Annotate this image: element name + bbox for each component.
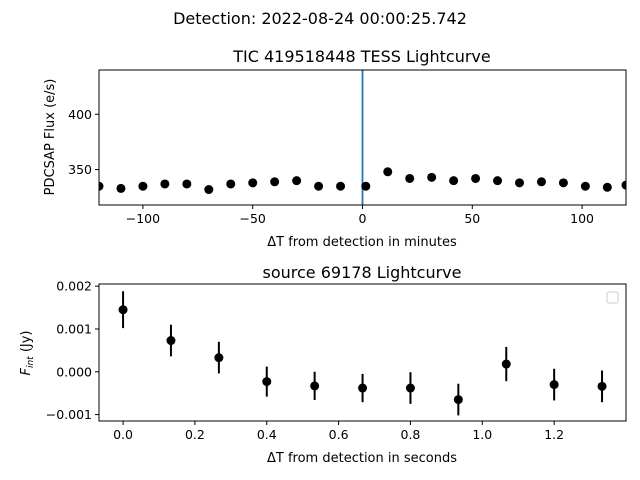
- source-y-tick-label: 0.000: [56, 364, 92, 379]
- tess-plot-title: TIC 419518448 TESS Lightcurve: [232, 47, 491, 66]
- tess-data-point: [116, 183, 126, 193]
- source-x-tick-label: 1.0: [472, 427, 492, 442]
- source-data-point: [118, 305, 128, 315]
- tess-data-point: [160, 179, 170, 189]
- source-data-point: [358, 383, 368, 393]
- source-data-point: [214, 353, 224, 363]
- source-y-label-sub: int: [26, 356, 36, 368]
- source-y-label-main: F: [19, 368, 34, 376]
- tess-x-tick-label: 50: [464, 211, 480, 226]
- tess-data-point: [226, 179, 236, 189]
- source-x-tick-label: 0.4: [257, 427, 277, 442]
- source-data-point: [597, 381, 607, 391]
- source-data-point: [453, 395, 463, 405]
- source-data-point: [549, 380, 559, 390]
- source-plot-frame: [98, 283, 627, 422]
- tess-data-point: [138, 181, 148, 191]
- source-x-tick-label: 0.2: [185, 427, 205, 442]
- tess-x-tick-label: −100: [126, 211, 160, 226]
- tess-data-point: [493, 176, 503, 186]
- tess-data-point: [449, 176, 459, 186]
- tess-x-tick-label: 100: [570, 211, 594, 226]
- figure-title: Detection: 2022-08-24 00:00:25.742: [173, 9, 467, 28]
- source-y-label-unit: (Jy): [19, 330, 34, 356]
- tess-data-point: [99, 181, 104, 191]
- tess-x-tick-label: 0: [359, 211, 367, 226]
- tess-data-point: [383, 167, 393, 177]
- tess-y-tick-label: 350: [68, 162, 92, 177]
- tess-data-point: [361, 181, 371, 191]
- tess-lightcurve-panel: TIC 419518448 TESS Lightcurve −100 −50 0 50…: [43, 47, 627, 250]
- source-y-tick-label: 0.002: [56, 279, 92, 294]
- tess-data-point: [314, 181, 324, 191]
- tess-data-point: [336, 181, 346, 191]
- tess-data-point: [182, 179, 192, 189]
- tess-x-axis-label: ΔT from detection in minutes: [267, 235, 457, 250]
- tess-data-point: [580, 181, 590, 191]
- source-y-tick-label: −0.001: [46, 407, 92, 422]
- tess-data-point: [471, 173, 481, 183]
- source-y-axis-label: Fint (Jy): [19, 330, 36, 375]
- source-data-point: [405, 383, 415, 393]
- tess-data-point: [405, 173, 415, 183]
- tess-data-point: [292, 176, 302, 186]
- tess-data-point: [621, 180, 626, 190]
- tess-y-axis-label: PDCSAP Flux (e/s): [43, 79, 58, 196]
- source-x-tick-label: 0.0: [113, 427, 133, 442]
- source-x-tick-label: 1.2: [544, 427, 564, 442]
- source-x-tick-label: 0.6: [329, 427, 349, 442]
- source-data-point: [501, 359, 511, 369]
- source-data-point: [166, 336, 176, 346]
- source-x-axis-label: ΔT from detection in seconds: [267, 451, 457, 466]
- tess-y-tick-label: 400: [68, 107, 92, 122]
- tess-data-point: [558, 178, 568, 188]
- tess-data-point: [270, 177, 280, 187]
- source-y-tick-label: 0.001: [56, 321, 92, 336]
- tess-data-point: [536, 177, 546, 187]
- tess-data-point: [515, 178, 525, 188]
- tess-data-point: [248, 178, 258, 188]
- tess-x-tick-label: −50: [240, 211, 266, 226]
- tess-data-point: [204, 185, 214, 195]
- tess-data-point: [602, 182, 612, 192]
- source-plot-title: source 69178 Lightcurve: [263, 263, 462, 282]
- source-x-tick-label: 0.8: [401, 427, 421, 442]
- source-data-point: [310, 381, 320, 391]
- source-lightcurve-panel: source 69178 Lightcurve 0.0 0.2 0.4 0.6 0.8 1…: [19, 263, 627, 466]
- tess-data-point: [427, 172, 437, 182]
- source-data-point: [262, 377, 272, 387]
- empty-legend-box: [606, 291, 619, 304]
